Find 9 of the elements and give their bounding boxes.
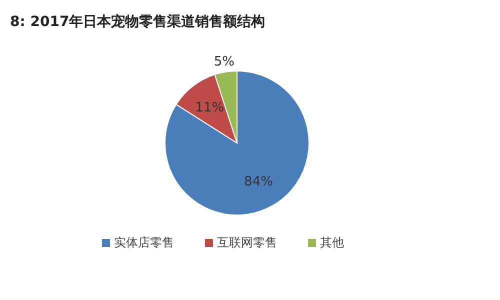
- pie-slice: [164, 70, 310, 216]
- chart-title: 8: 2017年日本宠物零售渠道销售额结构: [10, 13, 266, 30]
- legend-label: 实体店零售: [114, 235, 174, 250]
- data-label: 11%: [195, 100, 224, 116]
- legend-label: 其他: [320, 235, 344, 250]
- data-label: 84%: [244, 174, 273, 190]
- pie-slice: [176, 74, 238, 144]
- legend-label: 互联网零售: [217, 235, 277, 250]
- data-label: 5%: [214, 54, 234, 70]
